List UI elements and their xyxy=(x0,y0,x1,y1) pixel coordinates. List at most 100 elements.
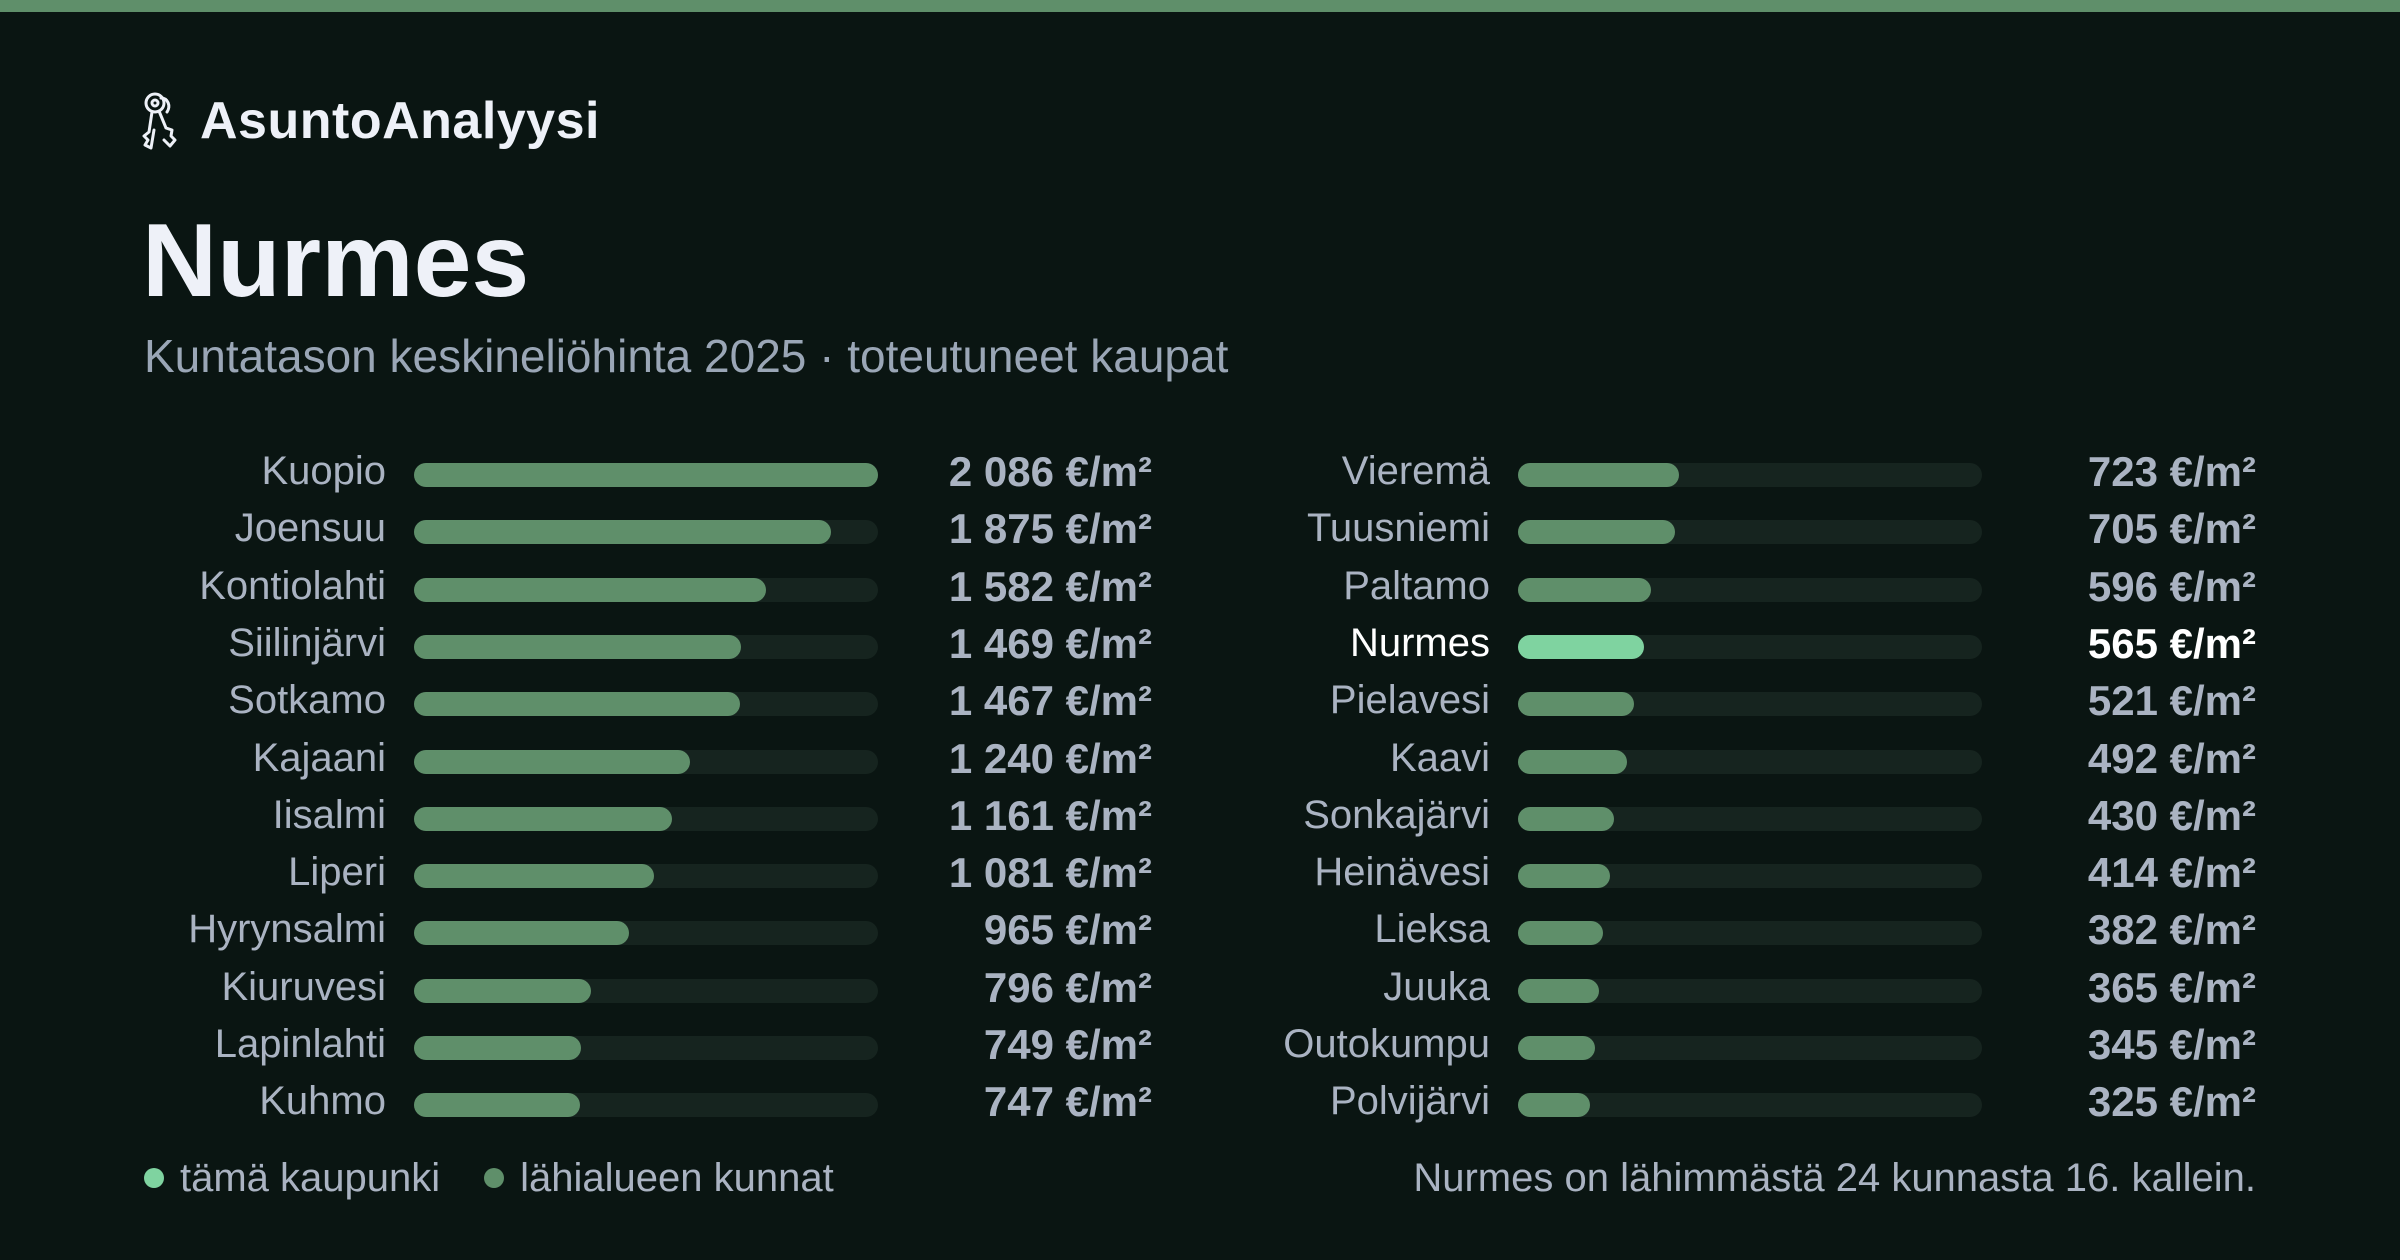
bar xyxy=(414,520,831,544)
bar-value-label: 596 €/m² xyxy=(2087,563,2256,610)
bar-label: Polvijärvi xyxy=(1329,1079,1490,1123)
bar xyxy=(1518,578,1651,602)
bar-row: Kuhmo 747 €/m² xyxy=(0,1073,1152,1130)
bar-track xyxy=(414,520,878,544)
bar-label: Kajaani xyxy=(252,736,386,780)
bar-label: Vieremä xyxy=(1341,449,1490,493)
bar-track xyxy=(1518,692,1982,716)
bar-label: Kuopio xyxy=(261,449,386,493)
bar-track xyxy=(414,635,878,659)
bar-row: Lieksa 382 €/m² xyxy=(1104,901,2256,958)
bar-value-label: 1 469 €/m² xyxy=(948,620,1152,667)
bar-label: Kontiolahti xyxy=(199,564,386,608)
bar-label: Juuka xyxy=(1383,965,1490,1009)
bar-row: Kajaani 1 240 €/m² xyxy=(0,730,1152,787)
bar-value-label: 430 €/m² xyxy=(2087,792,2256,839)
bar-track xyxy=(414,1093,878,1117)
bar-track xyxy=(414,750,878,774)
bar-track xyxy=(1518,979,1982,1003)
bar-track xyxy=(414,1036,878,1060)
bar-track xyxy=(414,921,878,945)
bar xyxy=(414,635,741,659)
bar xyxy=(1518,520,1675,544)
bar-label: Pielavesi xyxy=(1329,678,1490,722)
legend-dot-highlight xyxy=(144,1168,164,1188)
bar-row: Kuopio 2 086 €/m² xyxy=(0,443,1152,500)
bar-label: Kuhmo xyxy=(259,1079,386,1123)
bar-track xyxy=(1518,750,1982,774)
bar-row: Joensuu 1 875 €/m² xyxy=(0,500,1152,557)
bar-track xyxy=(1518,463,1982,487)
bar-value-label: 796 €/m² xyxy=(983,964,1152,1011)
bar-row: Heinävesi 414 €/m² xyxy=(1104,844,2256,901)
bar-value-label: 723 €/m² xyxy=(2087,448,2256,495)
bar-row: Sotkamo 1 467 €/m² xyxy=(0,672,1152,729)
bar-row: Outokumpu 345 €/m² xyxy=(1104,1016,2256,1073)
bar xyxy=(1518,979,1599,1003)
bar-track xyxy=(414,979,878,1003)
bar-value-label: 345 €/m² xyxy=(2087,1021,2256,1068)
page-title: Nurmes xyxy=(142,203,530,319)
bar-label: Siilinjärvi xyxy=(228,621,386,665)
bar-row: Vieremä 723 €/m² xyxy=(1104,443,2256,500)
keys-icon xyxy=(142,92,177,150)
page-subtitle: Kuntatason keskineliöhinta 2025 · toteut… xyxy=(144,330,1229,382)
bar-row: Lapinlahti 749 €/m² xyxy=(0,1016,1152,1073)
bar-value-label: 1 161 €/m² xyxy=(948,792,1152,839)
bar-track xyxy=(1518,1036,1982,1060)
bar xyxy=(1518,1036,1595,1060)
bar-label: Kaavi xyxy=(1389,736,1490,780)
bar-track xyxy=(1518,520,1982,544)
bar xyxy=(1518,807,1614,831)
bar-value-label: 747 €/m² xyxy=(983,1078,1152,1125)
legend: tämä kaupunki lähialueen kunnat xyxy=(144,1152,878,1204)
bar-label: Sonkajärvi xyxy=(1303,793,1490,837)
bar xyxy=(414,463,878,487)
bar-label: Hyrynsalmi xyxy=(188,907,386,951)
bar xyxy=(414,979,591,1003)
bar xyxy=(414,921,629,945)
bar-row: Iisalmi 1 161 €/m² xyxy=(0,787,1152,844)
bar-label: Heinävesi xyxy=(1314,850,1490,894)
bar-value-label: 965 €/m² xyxy=(983,906,1152,953)
bar-label: Nurmes xyxy=(1349,621,1490,665)
legend-label-highlight: tämä kaupunki xyxy=(180,1155,441,1200)
bar-track xyxy=(414,864,878,888)
bar-track xyxy=(1518,1093,1982,1117)
bar-value-label: 365 €/m² xyxy=(2087,964,2256,1011)
bar-label: Outokumpu xyxy=(1283,1022,1490,1066)
bar-value-label: 1 240 €/m² xyxy=(948,735,1152,782)
bar xyxy=(414,1036,581,1060)
bar-value-label: 492 €/m² xyxy=(2087,735,2256,782)
bar-value-label: 382 €/m² xyxy=(2087,906,2256,953)
bar-row: Paltamo 596 €/m² xyxy=(1104,558,2256,615)
bar-row: Kontiolahti 1 582 €/m² xyxy=(0,558,1152,615)
bar-row: Liperi 1 081 €/m² xyxy=(0,844,1152,901)
bar xyxy=(414,864,654,888)
bar-track xyxy=(414,692,878,716)
bar-row: Tuusniemi 705 €/m² xyxy=(1104,500,2256,557)
bar-label: Lapinlahti xyxy=(214,1022,386,1066)
bar-label: Iisalmi xyxy=(272,793,386,837)
bar-value-label: 325 €/m² xyxy=(2087,1078,2256,1125)
bar xyxy=(414,750,690,774)
bar-row: Polvijärvi 325 €/m² xyxy=(1104,1073,2256,1130)
bar-label: Liperi xyxy=(288,850,386,894)
bar-track xyxy=(1518,864,1982,888)
top-accent-bar xyxy=(0,0,2400,12)
bar-track xyxy=(1518,807,1982,831)
legend-label-nearby: lähialueen kunnat xyxy=(520,1155,834,1200)
bar-label: Lieksa xyxy=(1374,907,1490,951)
bar-label: Paltamo xyxy=(1343,564,1490,608)
bar-value-label: 521 €/m² xyxy=(2087,677,2256,724)
bar-label: Joensuu xyxy=(234,506,386,550)
bar-value-label: 565 €/m² xyxy=(2087,620,2256,667)
bar xyxy=(1518,463,1679,487)
bar-value-label: 1 582 €/m² xyxy=(948,563,1152,610)
bar xyxy=(414,1093,580,1117)
bar-row: Siilinjärvi 1 469 €/m² xyxy=(0,615,1152,672)
legend-dot-nearby xyxy=(484,1168,505,1188)
bar-value-label: 705 €/m² xyxy=(2087,505,2256,552)
bar xyxy=(1518,864,1610,888)
bar-value-label: 1 875 €/m² xyxy=(948,505,1152,552)
